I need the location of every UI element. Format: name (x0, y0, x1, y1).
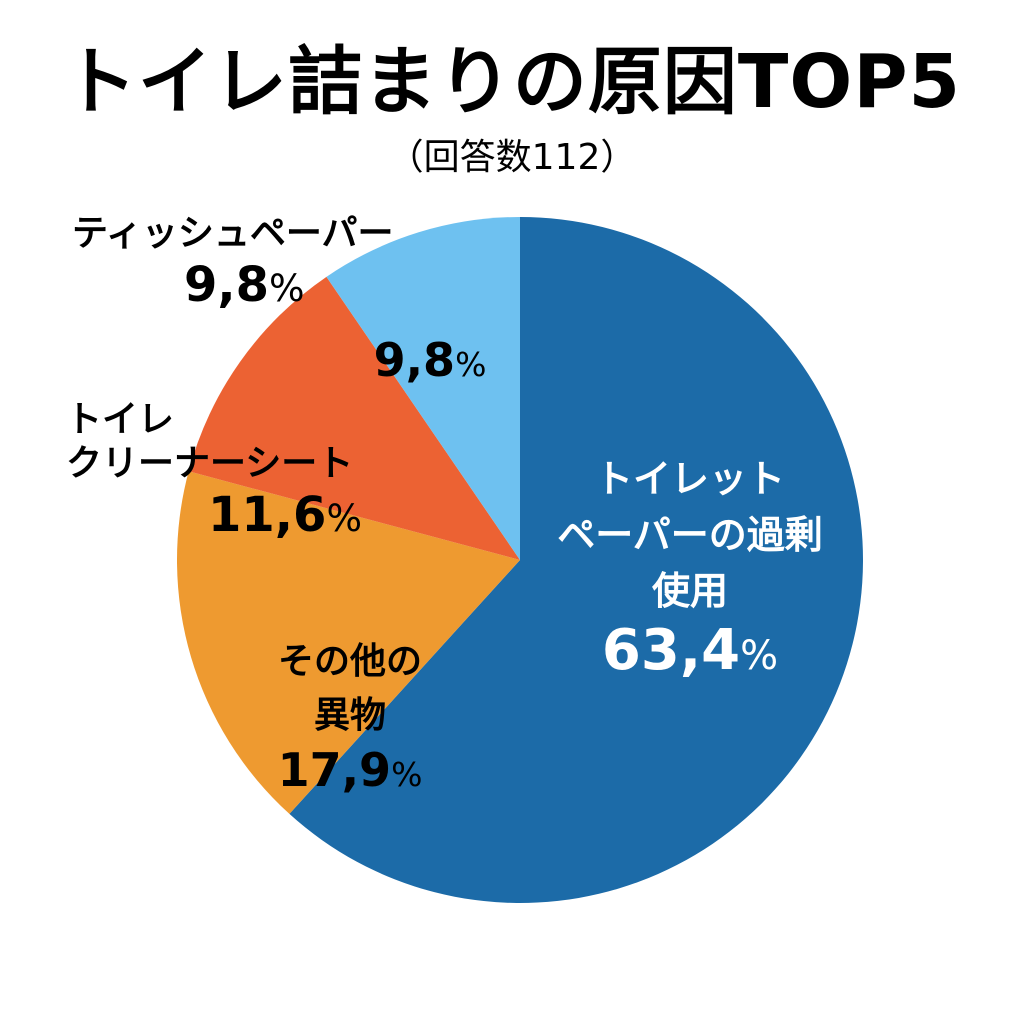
outer-label-cleaner-line2: クリーナーシート (66, 443, 354, 484)
outer-label-tissue-unit: % (269, 266, 305, 310)
pie-slice-value-0: 63,4% (602, 618, 778, 683)
pie-slice-label-3: 9,8% (374, 333, 487, 387)
chart-subtitle: （回答数112） (387, 137, 637, 178)
outer-label-tissue-value: 9,8 (184, 257, 270, 313)
pie-slice-label-0-line-0: トイレット (595, 457, 785, 501)
pie-slice-3 (326, 217, 520, 560)
pie-slice-label-0-line-1: ペーパーの過剰 (557, 513, 823, 557)
outer-label-tissue-value-row: 9,8% (72, 256, 393, 317)
outer-label-tissue-name: ティッシュペーパー (72, 213, 394, 254)
pie-slice-1 (177, 471, 520, 814)
outer-label-cleaner-value: 11,6 (208, 487, 327, 543)
pie-slice-2 (188, 276, 520, 560)
pie-slice-label-1-line-0: その他の (278, 641, 422, 682)
pie-slice-label-0-line-2: 使用 (652, 569, 728, 613)
pie-slice-value-number-1: 17,9 (278, 743, 392, 797)
pie-slice-value-unit-0: % (740, 633, 778, 679)
pie-slice-value-number-3: 9,8 (374, 333, 456, 387)
outer-label-cleaner-sheet: トイレ クリーナーシート 11,6% (66, 398, 362, 547)
outer-label-tissue: ティッシュペーパー 9,8% (72, 212, 393, 317)
pie-slice-value-3: 9,8% (374, 333, 487, 387)
outer-label-cleaner-value-row: 11,6% (66, 486, 362, 547)
pie-slice-value-1: 17,9% (278, 743, 423, 797)
pie-slice-value-number-0: 63,4 (602, 618, 740, 683)
chart-title: トイレ詰まりの原因TOP5 (62, 39, 962, 125)
pie-slice-value-unit-1: % (391, 755, 422, 794)
pie-slice-label-1-line-1: 異物 (314, 695, 386, 736)
outer-label-cleaner-unit: % (326, 496, 362, 540)
pie-slice-value-unit-3: % (455, 345, 486, 384)
pie-slice-0 (289, 217, 863, 903)
outer-label-cleaner-line1: トイレ (66, 399, 175, 440)
